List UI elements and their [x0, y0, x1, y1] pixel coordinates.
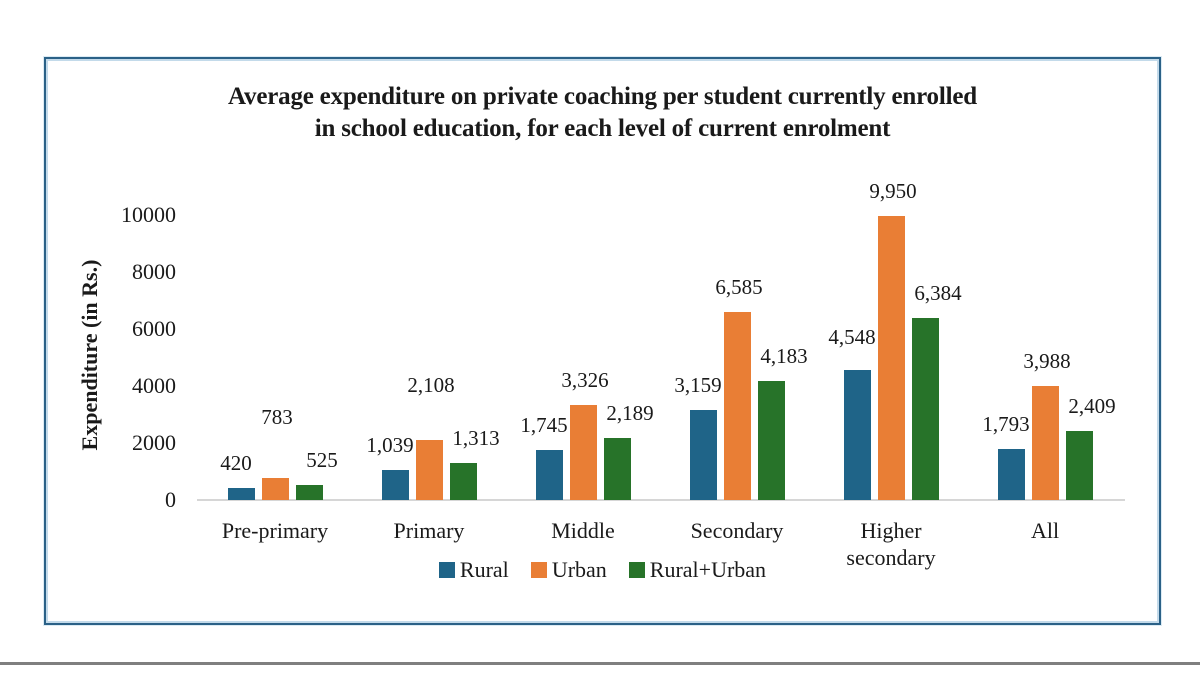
data-label: 3,326 [561, 368, 609, 392]
y-tick-label: 2000 [132, 430, 176, 455]
bar-rural-urban [911, 318, 939, 500]
bar-rural [997, 449, 1025, 500]
bar-rural [689, 410, 717, 500]
bar-rural-urban [295, 485, 323, 500]
y-tick-label: 8000 [132, 259, 176, 284]
data-label: 4,548 [828, 325, 876, 349]
data-label: 2,189 [606, 401, 654, 425]
bar-rural-urban [449, 463, 477, 500]
category-label: All [1030, 518, 1060, 543]
bar-rural [381, 470, 409, 500]
category-label: Secondary [690, 518, 784, 543]
data-label: 6,585 [715, 275, 763, 299]
bar-urban [723, 312, 751, 500]
legend-item-rural-urban: Rural+Urban [628, 557, 767, 582]
bar-urban [1031, 386, 1059, 500]
y-tick-label: 6000 [132, 316, 176, 341]
data-label: 420 [220, 451, 252, 475]
y-tick-label: 4000 [132, 373, 176, 398]
bar-urban [261, 478, 289, 500]
bar-urban [415, 440, 443, 500]
category-label: Higher secondary [846, 518, 936, 570]
legend-item-rural: Rural [438, 557, 509, 582]
data-label: 2,409 [1068, 394, 1116, 418]
data-label: 525 [306, 448, 338, 472]
data-label: 3,988 [1023, 349, 1071, 373]
chart-title-line2: in school education, for each level of c… [314, 115, 891, 142]
y-axis-title: Expenditure (in Rs.) [77, 259, 102, 451]
bar-rural [535, 450, 563, 500]
legend-swatch-icon [530, 562, 547, 578]
bar-urban [569, 405, 597, 500]
legend-swatch-icon [438, 562, 455, 578]
y-tick-label: 10000 [121, 202, 176, 227]
chart-frame: Average expenditure on private coaching … [44, 57, 1161, 625]
category-label: Middle [551, 518, 615, 543]
legend-item-urban: Urban [530, 557, 607, 582]
category-label: Primary [393, 518, 465, 543]
bar-rural [843, 370, 871, 500]
data-label: 4,183 [760, 344, 808, 368]
category-label: Pre-primary [221, 518, 329, 543]
bottom-divider [0, 662, 1200, 665]
legend-label: Rural [459, 557, 509, 582]
bar-rural-urban [603, 438, 631, 500]
y-tick-label: 0 [165, 487, 176, 512]
data-label: 9,950 [869, 179, 917, 203]
legend-label: Rural+Urban [649, 557, 767, 582]
data-label: 783 [261, 405, 293, 429]
bar-rural-urban [1065, 431, 1093, 500]
x-axis-line [197, 499, 1125, 501]
data-label: 3,159 [674, 373, 722, 397]
chart-title-line1: Average expenditure on private coaching … [228, 83, 977, 110]
bar-rural [227, 488, 255, 500]
legend-label: Urban [551, 557, 607, 582]
data-label: 1,039 [366, 433, 414, 457]
legend-swatch-icon [628, 562, 645, 578]
data-label: 2,108 [407, 373, 455, 397]
data-label: 1,745 [520, 413, 568, 437]
data-label: 1,313 [452, 426, 500, 450]
legend: Rural Urban Rural+Urban [46, 558, 1159, 582]
bar-rural-urban [757, 381, 785, 500]
data-label: 1,793 [982, 412, 1030, 436]
chart-title: Average expenditure on private coaching … [46, 81, 1159, 145]
bar-urban [877, 216, 905, 500]
data-label: 6,384 [914, 281, 962, 305]
